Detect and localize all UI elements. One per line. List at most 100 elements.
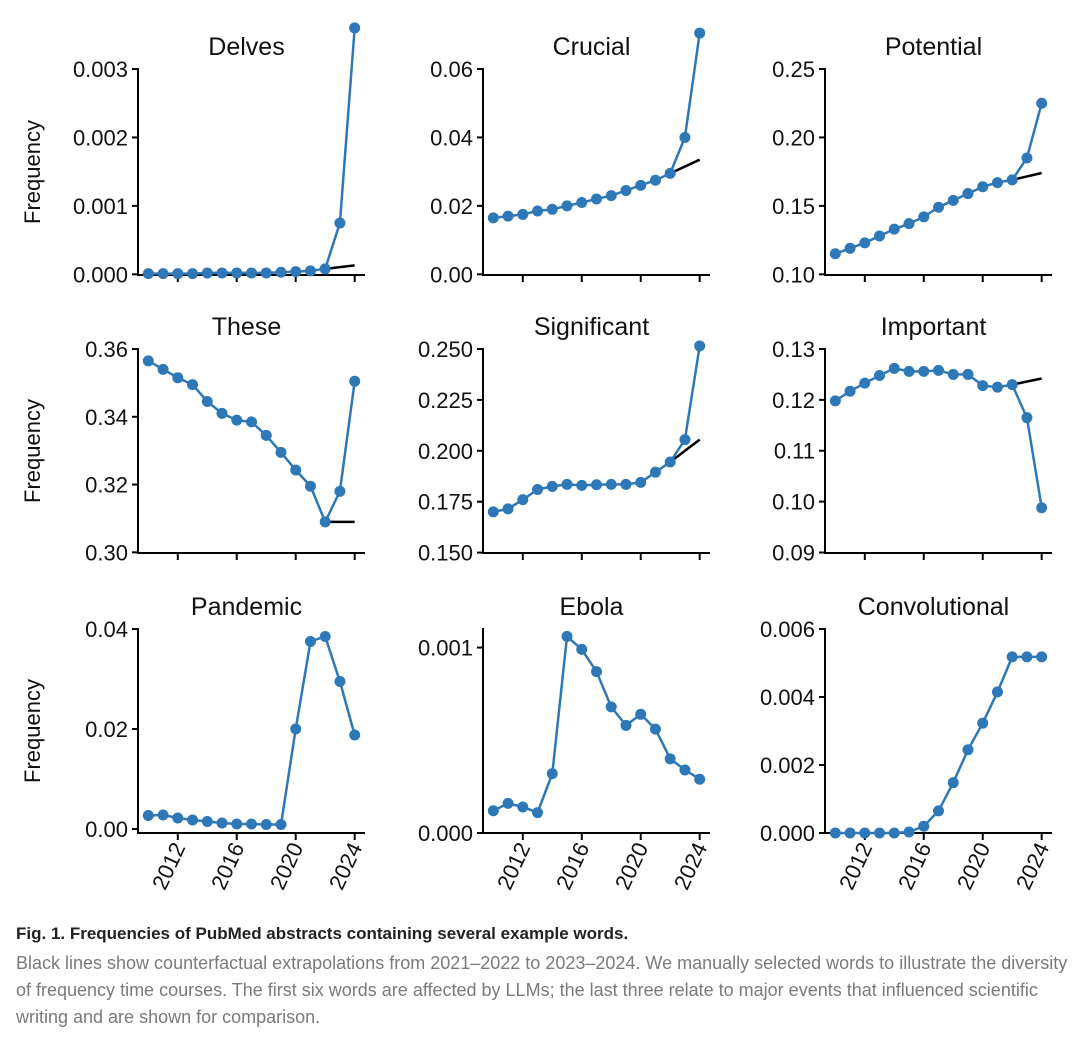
counterfactual-line [669,438,701,463]
data-point [349,22,361,34]
data-point [517,208,529,220]
y-tick-label: 0.36 [85,337,128,362]
y-tick-label: 0.150 [418,541,473,566]
data-point [933,201,944,213]
data-point [304,265,316,277]
data-point [275,446,287,458]
data-point [260,267,272,279]
figure-caption: Fig. 1. Frequencies of PubMed abstracts … [16,924,1076,1031]
panel-these: These Frequency 0.30 0.32 0.34 0.36 [20,313,365,565]
y-axis-label: Frequency [20,399,45,503]
y-tick-label: 0.004 [760,685,815,710]
data-point [591,666,602,678]
data-point [1006,651,1018,663]
data-point [487,212,499,224]
data-point [561,630,573,642]
y-tick-label: 0.10 [772,490,815,515]
data-point [290,266,302,278]
series-line [148,634,356,826]
data-point [576,479,588,491]
data-point [216,817,228,829]
y-tick-label: 0.002 [760,753,815,778]
y-tick-label: 0.04 [430,125,473,150]
data-point [290,464,302,476]
data-point [260,429,272,441]
data-point [918,365,930,377]
data-point [172,372,184,384]
y-tick-label: 0.002 [73,125,128,150]
data-point [903,218,915,230]
data-point [829,827,841,839]
panel-title: Significant [534,313,649,341]
panel-title: Pandemic [191,593,302,621]
data-point [502,503,514,515]
data-point [620,184,632,196]
y-tick-label: 0.006 [760,617,815,642]
y-tick-label: 0.000 [73,262,128,287]
data-point [918,211,930,223]
panel-pandemic: Pandemic Frequency 0.00 0.02 0.04 2012 2016 202… [20,593,367,893]
data-point [349,729,361,741]
data-point [561,200,573,212]
data-point [694,340,706,352]
data-point [172,812,184,824]
y-tick-label: 0.003 [73,57,128,82]
y-tick-label: 0.10 [772,262,815,287]
y-tick-label: 0.00 [430,262,473,287]
data-point [576,196,588,208]
data-point [246,267,257,279]
y-tick-label: 0.11 [774,439,815,464]
data-point [874,230,886,242]
data-point [561,478,573,490]
y-tick-label: 0.25 [772,57,815,82]
data-point [694,27,706,39]
data-point [231,267,243,279]
data-point [947,368,959,380]
data-point [635,476,647,488]
data-point [157,363,169,375]
data-point [502,797,514,809]
y-tick-label: 0.000 [760,821,815,846]
data-point [888,362,900,374]
data-point [142,810,154,821]
data-point [933,364,944,376]
data-point [620,719,632,731]
data-point [991,381,1003,393]
y-tick-label: 0.13 [772,337,815,362]
x-tick-label: 2024 [669,839,712,894]
caption-body: Black lines show counterfactual extrapol… [16,953,1068,1027]
data-point [304,636,316,647]
data-point [605,701,617,713]
data-point [187,268,199,280]
data-point [216,407,228,419]
data-point [962,188,974,200]
data-point [844,827,856,839]
data-point [1036,651,1048,663]
data-point [275,266,287,278]
data-point [918,820,930,832]
data-point [1021,651,1033,663]
data-point [664,753,676,765]
data-point [304,480,316,492]
data-point [620,478,632,490]
data-point [319,263,331,275]
data-point [260,819,272,830]
y-tick-label: 0.12 [772,388,815,413]
data-point [874,369,886,381]
data-point [546,203,558,215]
data-point [216,267,228,279]
data-point [546,480,558,492]
panel-convolutional: Convolutional 0.000 0.002 0.004 0.006 2012 201… [760,593,1054,893]
y-tick-label: 0.000 [418,821,473,846]
panel-title: Important [881,313,987,341]
data-point [201,267,213,279]
data-point [664,167,676,179]
data-point [246,416,257,428]
data-point [933,805,944,817]
panel-title: Delves [208,33,284,61]
data-point [947,194,959,206]
data-point [142,268,154,280]
data-point [977,181,989,193]
data-point [487,506,499,518]
y-tick-label: 0.02 [85,717,128,742]
